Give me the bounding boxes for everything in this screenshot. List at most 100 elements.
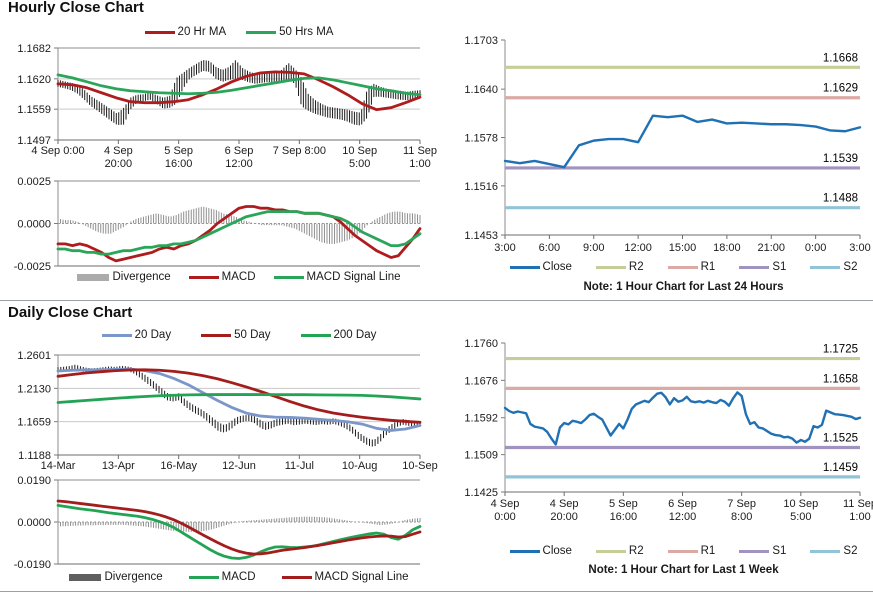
- legend-item-s2: S2: [810, 545, 857, 557]
- x-axis-tick-label: 14-Mar: [41, 460, 76, 472]
- series-50-day: [56, 368, 422, 424]
- legend-item-macd-signal-line: MACD Signal Line: [273, 271, 401, 283]
- x-axis-tick-label: 16:00: [165, 158, 193, 170]
- legend-item-macd-signal-line: MACD Signal Line: [281, 571, 409, 583]
- legend-label: 20 Hr MA: [177, 26, 227, 38]
- x-axis-tick-label: 4 Sep 0:00: [31, 145, 84, 157]
- line-swatch-icon: [739, 549, 770, 553]
- y-axis-tick-label: 1.1703: [464, 35, 498, 47]
- line-swatch-icon: [509, 549, 540, 553]
- y-axis-tick-label: 0.0025: [17, 176, 51, 188]
- line-swatch-icon: [595, 549, 626, 553]
- level-value-label-r2: 1.1725: [823, 344, 858, 356]
- legend-label: R2: [628, 545, 644, 557]
- x-axis-tick-label: 8:00: [731, 511, 752, 523]
- y-axis-tick-label: 0.0190: [17, 475, 51, 487]
- legend-label: S1: [772, 545, 787, 557]
- daily-section-title: Daily Close Chart: [8, 304, 133, 321]
- hourly-section-title: Hourly Close Chart: [8, 0, 144, 16]
- x-axis-tick-label: 10 Sep: [783, 498, 818, 510]
- x-axis-tick-label: 1:00: [849, 511, 870, 523]
- hourly-macd-chart: 0.0025 0.0000 -0.0025: [14, 176, 422, 273]
- legend-label: S1: [772, 261, 787, 273]
- x-axis-tick-label: 20:00: [550, 511, 578, 523]
- y-axis-tick-label: 1.1516: [464, 181, 498, 193]
- legend-item-50-hrs-ma: 50 Hrs MA: [246, 26, 333, 38]
- legend-label: Divergence: [104, 571, 163, 583]
- legend-label: Close: [542, 545, 572, 557]
- y-axis-tick-label: 1.1497: [17, 135, 51, 147]
- divergence-swatch-icon: [77, 273, 110, 281]
- x-axis-tick-label: 10-Aug: [342, 460, 377, 472]
- line-swatch-icon: [281, 575, 312, 579]
- weekly-legend: Close R2 R1 S1 S2: [505, 545, 862, 557]
- line-swatch-icon: [739, 265, 770, 269]
- x-axis-tick-label: 11 Sep: [843, 498, 873, 510]
- legend-item-s2: S2: [810, 261, 857, 273]
- line-swatch-icon: [188, 275, 219, 279]
- y-axis-tick-label: -0.0025: [14, 261, 51, 273]
- series-close: [503, 114, 862, 169]
- y-axis-tick-label: 0.0000: [17, 517, 51, 529]
- x-axis-tick-label: 1:00: [409, 158, 430, 170]
- x-axis-tick-label: 10 Sep: [342, 145, 377, 157]
- x-axis-tick-label: 4 Sep: [550, 498, 579, 510]
- legend-label: S2: [843, 545, 858, 557]
- line-swatch-icon: [144, 30, 175, 34]
- x-axis-tick-label: 16:00: [610, 511, 638, 523]
- x-axis-tick-label: 3:00: [494, 242, 515, 254]
- series-macd: [56, 504, 422, 560]
- legend-label: 200 Day: [333, 329, 377, 341]
- daily-price-legend: 20 Day 50 Day 200 Day: [58, 329, 420, 341]
- legend-label: MACD: [221, 571, 256, 583]
- x-axis-tick-label: 5:00: [790, 511, 811, 523]
- x-axis-tick-label: 5 Sep: [164, 145, 193, 157]
- line-swatch-icon: [509, 265, 540, 269]
- line-swatch-icon: [201, 333, 232, 337]
- level-value-label-r2: 1.1668: [823, 52, 858, 64]
- level-value-label-s2: 1.1488: [823, 193, 858, 205]
- series-close: [503, 391, 862, 446]
- series-20-hr-ma: [56, 70, 422, 112]
- legend-item-r2: R2: [595, 261, 644, 273]
- x-axis-tick-label: 6 Sep: [225, 145, 254, 157]
- level-value-label-r1: 1.1658: [823, 373, 858, 385]
- legend-label: R1: [700, 545, 716, 557]
- hourly-price-legend: 20 Hr MA 50 Hrs MA: [58, 26, 420, 38]
- x-axis-tick-label: 6:00: [539, 242, 560, 254]
- line-swatch-icon: [246, 30, 277, 34]
- legend-item-50-day: 50 Day: [201, 329, 271, 341]
- x-axis-tick-label: 4 Sep: [491, 498, 520, 510]
- legend-label: 20 Day: [134, 329, 172, 341]
- legend-item-s1: S1: [739, 545, 786, 557]
- x-axis-tick-label: 9:00: [583, 242, 604, 254]
- hourly-macd-legend: Divergence MACD MACD Signal Line: [58, 271, 420, 283]
- y-axis-tick-label: 1.1559: [17, 104, 51, 116]
- line-swatch-icon: [595, 265, 626, 269]
- legend-item-divergence: Divergence: [77, 271, 171, 283]
- y-axis-tick-label: 1.1425: [464, 487, 498, 499]
- legend-item-macd: MACD: [188, 271, 256, 283]
- intraday-legend: Close R2 R1 S1 S2: [505, 261, 862, 273]
- legend-label: R2: [628, 261, 644, 273]
- line-swatch-icon: [273, 275, 304, 279]
- x-axis-tick-label: 4 Sep: [104, 145, 133, 157]
- y-axis-tick-label: 1.2130: [17, 383, 51, 395]
- daily-macd-legend: Divergence MACD MACD Signal Line: [58, 571, 420, 583]
- y-axis-tick-label: 1.1509: [464, 450, 498, 462]
- y-axis-tick-label: 1.1453: [464, 230, 498, 242]
- y-axis-tick-label: 1.2601: [17, 350, 51, 362]
- series-200-day: [56, 393, 422, 404]
- line-swatch-icon: [810, 265, 841, 269]
- x-axis-tick-label: 12:00: [669, 511, 697, 523]
- x-axis-tick-label: 5:00: [349, 158, 370, 170]
- x-axis-tick-label: 12:00: [225, 158, 253, 170]
- legend-item-close: Close: [509, 261, 572, 273]
- legend-item-20-hr-ma: 20 Hr MA: [144, 26, 227, 38]
- line-swatch-icon: [810, 549, 841, 553]
- x-axis-tick-label: 20:00: [105, 158, 133, 170]
- intraday-note: Note: 1 Hour Chart for Last 24 Hours: [583, 281, 784, 293]
- y-axis-tick-label: 1.1188: [18, 450, 51, 462]
- level-value-label-s1: 1.1525: [823, 433, 858, 445]
